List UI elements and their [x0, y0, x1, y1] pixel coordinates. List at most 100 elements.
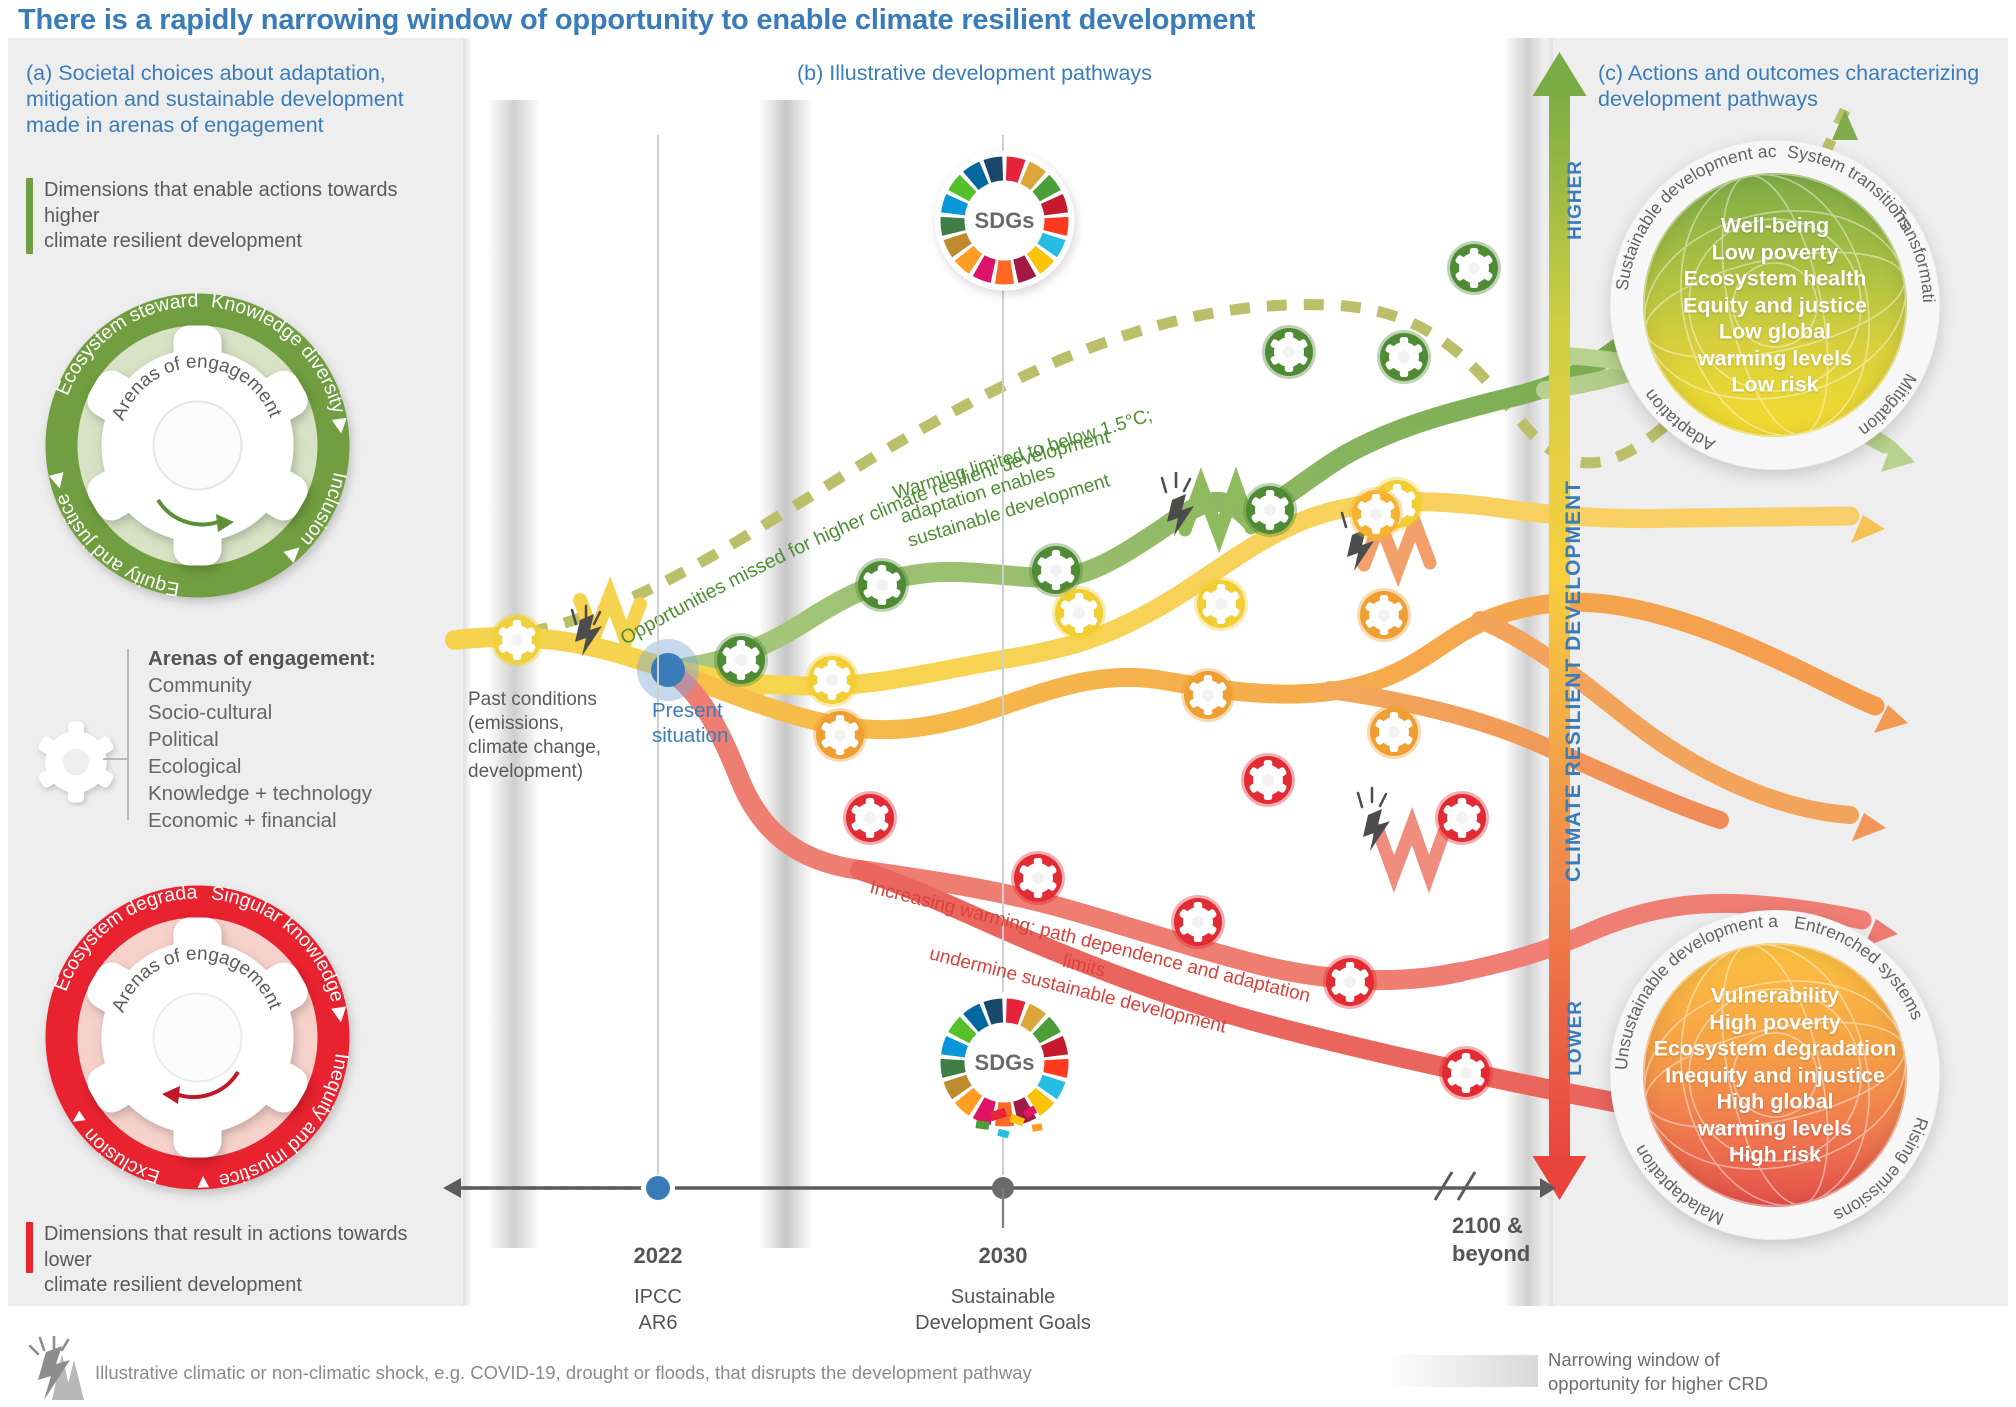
- globe-outcome-line: High global: [1716, 1089, 1834, 1114]
- shock-lightning-icon: [1160, 471, 1194, 536]
- svg-text:Adaptation: Adaptation: [1640, 386, 1718, 456]
- ring-label-transformation: Transformation: [1610, 140, 1939, 303]
- list-item: Socio-cultural: [148, 701, 273, 724]
- ring-label-sustainable-development-action: Sustainable development action: [1610, 140, 1777, 292]
- shock-lightning-icon: [28, 1336, 84, 1400]
- globe-outcome-line: Low risk: [1731, 372, 1819, 397]
- ring-label-maladaptation: Maladaptation: [1630, 1142, 1727, 1230]
- timeline-year-2022: 2022: [633, 1243, 683, 1268]
- globe-outcome-line: Low global: [1718, 319, 1832, 344]
- pathway-gear-node: [1357, 588, 1411, 642]
- pathway-gear-node: [1171, 895, 1225, 949]
- pathway-orange-mid: [658, 592, 1885, 740]
- axis-label-lower: LOWER: [1565, 1000, 1586, 1076]
- pathway-orange-branch: [1321, 681, 1729, 829]
- pathway-gear-node: [1011, 851, 1065, 905]
- panel-a-heading: (a) Societal choices about adaptation, m…: [26, 61, 404, 137]
- globe-low-ring-labels: Unsustainable development action Entrenc…: [1610, 910, 1933, 1230]
- globe-outcome-line: Ecosystem degradation: [1653, 1036, 1897, 1061]
- gear-icon: [38, 721, 114, 803]
- globe-outcome-line: Well-being: [1720, 213, 1830, 238]
- svg-text:Maladaptation: Maladaptation: [1630, 1142, 1727, 1230]
- globe-low-outcomes: Vulnerability High poverty Ecosystem degra…: [1643, 982, 1907, 1168]
- pathway-gear-node: [843, 791, 897, 845]
- list-item: Knowledge + technology: [148, 782, 372, 805]
- legend-key-higher-label: Dimensions that enable actions towards h…: [44, 179, 398, 252]
- globe-outcome-line: High risk: [1729, 1142, 1821, 1167]
- pathway-gear-node: [1243, 483, 1297, 537]
- pathway-gear-node: [1447, 241, 1501, 295]
- globe-outcome-line: Ecosystem health: [1683, 266, 1867, 291]
- sdg-label-bottom: SDGs: [975, 1050, 1035, 1075]
- pathway-gear-node: [805, 653, 859, 707]
- pathway-gear-node: [1323, 955, 1377, 1009]
- sdg-label-top: SDGs: [975, 208, 1035, 233]
- pathway-gear-node: [1181, 668, 1235, 722]
- globe-sphere-low: Vulnerability High poverty Ecosystem degra…: [1643, 943, 1907, 1207]
- label-past-conditions: Past conditions (emissions, climate chan…: [468, 689, 602, 782]
- red-arenas-wheel: Ecosystem degradation ▶ Singular knowled…: [30, 870, 354, 1194]
- shock-lightning-icon: [570, 604, 602, 656]
- sdg-fragments: [975, 1105, 1043, 1139]
- ring-label-mitigation: Mitigation: [1855, 370, 1921, 441]
- timeline-marker-2022: [646, 1176, 670, 1200]
- globe-higher-crd: Well-being Low poverty Ecosystem health Equ…: [1610, 140, 1940, 470]
- shock-squiggle-red: [1371, 807, 1451, 894]
- pathway-gear-node: [1052, 586, 1106, 640]
- timeline-sub-2030: Sustainable Development Goals: [915, 1286, 1091, 1334]
- pathway-orange-lower-branch: [1471, 611, 1859, 824]
- pathway-gear-node: [1439, 1046, 1493, 1100]
- list-item: Political: [148, 728, 219, 751]
- pathway-gear-node: [1029, 543, 1083, 597]
- pathway-red-upper: [658, 660, 1470, 991]
- legend-key-lower: Dimensions that result in actions toward…: [26, 1222, 426, 1299]
- axis-label-higher: HIGHER: [1565, 160, 1586, 240]
- arenas-list-title: Arenas of engagement:: [148, 647, 376, 670]
- globe-outcome-line: Equity and justice: [1683, 292, 1867, 317]
- green-arenas-wheel: Ecosystem stewardship ◀ Knowledge divers…: [30, 278, 354, 602]
- present-situation-dot: [651, 653, 685, 687]
- legend-key-higher: Dimensions that enable actions towards h…: [26, 178, 426, 255]
- pathway-gear-node: [1367, 705, 1421, 759]
- ring-label-adaptation: Adaptation: [1640, 386, 1718, 456]
- crd-axis-arrow: [1532, 52, 1587, 1200]
- legend-bar-red: [26, 1222, 33, 1273]
- sdg-wheel-bottom: SDGs: [932, 990, 1077, 1150]
- svg-text:Entrenched systems: Entrenched systems: [1793, 912, 1928, 1023]
- pathway-gear-node: [1262, 325, 1316, 379]
- panel-b-heading: (b) Illustrative development pathways: [797, 61, 1152, 85]
- pathway-gear-node: [813, 708, 867, 762]
- ring-label-rising-emissions: Rising emissions: [1831, 1115, 1933, 1226]
- panel-c-heading: (c) Actions and outcomes characterizing …: [1598, 61, 1980, 111]
- globe-high-outcomes: Well-being Low poverty Ecosystem health Equ…: [1643, 212, 1907, 398]
- globe-outcome-line: High poverty: [1709, 1009, 1841, 1034]
- list-item: Community: [148, 674, 252, 697]
- arenas-of-engagement-list: Arenas of engagement: Community Socio-cu…: [103, 645, 448, 834]
- shock-lightning-icon: [1356, 786, 1390, 851]
- pathway-red-mid: [1450, 893, 1872, 982]
- svg-text:Transformation: Transformation: [1610, 140, 1939, 303]
- timeline-year-2030: 2030: [978, 1243, 1028, 1268]
- timeline-sub-2022: IPCC AR6: [634, 1286, 682, 1334]
- globe-sphere-high: Well-being Low poverty Ecosystem health Equ…: [1643, 173, 1907, 437]
- legend-key-lower-label: Dimensions that result in actions toward…: [44, 1223, 408, 1296]
- svg-text:Rising emissions: Rising emissions: [1831, 1115, 1933, 1226]
- svg-text:Sustainable development action: Sustainable development action: [1610, 140, 1777, 292]
- svg-text:Mitigation: Mitigation: [1855, 370, 1921, 441]
- ring-label-entrenched-systems: Entrenched systems: [1793, 912, 1928, 1023]
- globe-outcome-line: Inequity and injustice: [1665, 1062, 1885, 1087]
- pathway-gear-node: [1194, 577, 1248, 631]
- list-rule: [127, 649, 129, 820]
- axis-label-crd: CLIMATE RESILIENT DEVELOPMENT: [1562, 480, 1585, 882]
- page-title: There is a rapidly narrowing window of o…: [18, 4, 1256, 36]
- globe-high-ring-labels: Sustainable development action System tr…: [1610, 140, 1939, 456]
- globe-outcome-line: warming levels: [1697, 345, 1853, 370]
- globe-outcome-line: Vulnerability: [1710, 983, 1840, 1008]
- svg-text:Unsustainable development acti: Unsustainable development action: [1610, 910, 1778, 1071]
- globe-lower-crd: Vulnerability High poverty Ecosystem degra…: [1610, 910, 1940, 1240]
- legend-window-swatch: [1383, 1355, 1538, 1387]
- list-tick: [103, 758, 128, 760]
- pathway-gear-node: [855, 558, 909, 612]
- pathway-gear-node: [1377, 330, 1431, 384]
